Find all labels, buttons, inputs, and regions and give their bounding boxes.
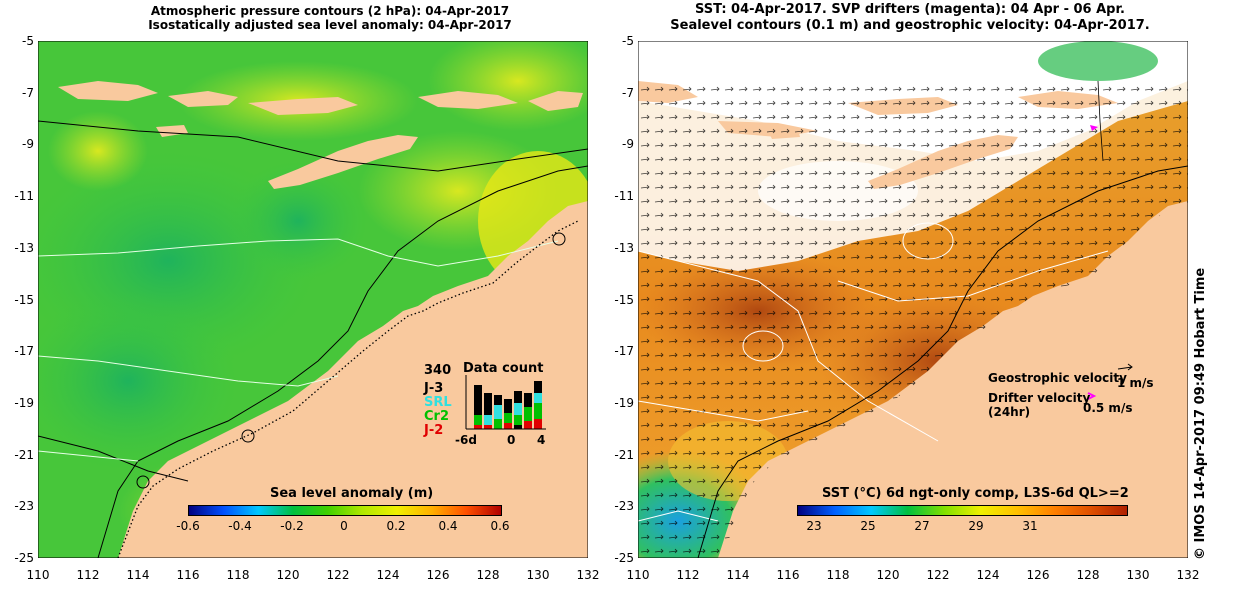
y-axis-tick: -11 (614, 189, 634, 204)
x-axis-tick: 122 (926, 568, 950, 582)
x-axis-tick: 124 (976, 568, 1000, 582)
x-axis-tick: 130 (526, 568, 550, 582)
sla-colorbar-tick: -0.4 (228, 519, 252, 533)
x-axis-tick: 118 (226, 568, 250, 582)
x-axis-tick: 132 (1176, 568, 1200, 582)
sla-colorbar-tick: 0.4 (438, 519, 458, 533)
y-axis-tick: -25 (14, 551, 34, 565)
legend-drifter-scale: 0.5 m/s (1083, 401, 1133, 415)
x-axis-tick: 128 (476, 568, 500, 582)
y-axis-tick: -19 (14, 395, 34, 410)
inset-xtick-zero: 0 (507, 433, 516, 447)
y-axis-tick: -15 (614, 292, 634, 307)
island-land (58, 81, 158, 101)
y-axis-tick: -21 (14, 447, 34, 462)
copyright-text: © IMOS 14-Apr-2017 09:49 Hobart Time (1193, 267, 1208, 560)
x-axis-tick: 112 (676, 568, 700, 582)
x-axis-tick: 110 (626, 568, 650, 582)
y-axis-tick: -23 (14, 499, 34, 514)
sla-colorbar-tick: 0.6 (490, 519, 510, 533)
sst-colorbar-label: SST (°C) 6d ngt-only comp, L3S-6d QL>=2 (822, 486, 1129, 501)
x-axis-tick: 126 (426, 568, 450, 582)
sst-colorbar (797, 505, 1128, 516)
y-axis-tick: -5 (622, 34, 634, 48)
x-axis-tick: 126 (1026, 568, 1050, 582)
legend-geostrophic: Geostrophic velocity (988, 371, 1127, 385)
island-land (248, 97, 358, 115)
sst-colorbar-tick: 25 (860, 519, 876, 533)
y-axis-tick: -9 (622, 137, 634, 152)
x-axis-tick: 114 (726, 568, 750, 582)
data-count-inset (465, 375, 546, 430)
sla-colorbar-tick: -0.6 (176, 519, 200, 533)
y-axis-tick: -19 (614, 395, 634, 410)
x-axis-tick: 124 (376, 568, 400, 582)
left-title-2: Isostatically adjusted sea level anomaly… (148, 18, 512, 32)
x-axis-tick: 112 (76, 568, 100, 582)
geostrophic-arrow-icon (1117, 363, 1133, 371)
left-title-1: Atmospheric pressure contours (2 hPa): 0… (150, 4, 510, 18)
y-axis-tick: -17 (614, 344, 634, 359)
y-axis-tick: -17 (14, 344, 34, 359)
x-axis-tick: 130 (1126, 568, 1150, 582)
sst-colorbar-tick: 27 (914, 519, 930, 533)
island-land (418, 91, 518, 109)
x-axis-tick: 120 (876, 568, 900, 582)
sla-map (38, 41, 588, 558)
island-land (528, 91, 583, 111)
x-axis-tick: 132 (576, 568, 600, 582)
right-title-1: SST: 04-Apr-2017. SVP drifters (magenta)… (695, 2, 1125, 17)
x-axis-tick: 116 (776, 568, 800, 582)
inset-mission-cr2: Cr2 (424, 409, 449, 424)
x-axis-tick: 114 (126, 568, 150, 582)
y-axis-tick: -25 (614, 551, 634, 565)
y-axis-tick: -21 (614, 447, 634, 462)
x-axis-tick: 128 (1076, 568, 1100, 582)
y-axis-tick: -15 (14, 292, 34, 307)
island-land (168, 91, 238, 107)
y-axis-tick: -13 (14, 240, 34, 255)
inset-title: Data count (463, 361, 544, 376)
sst-colorbar-tick: 29 (968, 519, 984, 533)
inset-mission-srl: SRL (424, 395, 452, 410)
y-axis-tick: -13 (614, 240, 634, 255)
australia-land-cover (723, 203, 1188, 558)
sla-colorbar-tick: -0.2 (280, 519, 304, 533)
inset-xtick-end: 4 (537, 433, 546, 447)
sst-colorbar-tick: 31 (1022, 519, 1038, 533)
y-axis-tick: -9 (22, 137, 34, 152)
inset-mission-j3: J-3 (424, 381, 444, 396)
legend-drifter-period: (24hr) (988, 405, 1031, 419)
inset-xtick-start: -6d (455, 433, 477, 447)
drifter-marker (1090, 125, 1098, 131)
sst-colorbar-tick: 23 (806, 519, 822, 533)
x-axis-tick: 116 (176, 568, 200, 582)
sst-map (638, 41, 1188, 558)
x-axis-tick: 122 (326, 568, 350, 582)
y-axis-tick: -23 (614, 499, 634, 514)
y-axis-tick: -7 (22, 85, 34, 100)
drifter-arrow-icon (1087, 392, 1097, 400)
sla-colorbar (188, 505, 502, 516)
sla-colorbar-tick: 0 (340, 519, 348, 533)
y-axis-tick: -11 (14, 189, 34, 204)
inset-mission-j2: J-2 (424, 423, 444, 438)
y-axis-tick: -7 (622, 85, 634, 100)
legend-geostrophic-scale: 1 m/s (1117, 376, 1154, 390)
y-axis-tick: -5 (22, 34, 34, 48)
inset-total: 340 (424, 363, 452, 378)
sla-colorbar-label: Sea level anomaly (m) (270, 486, 434, 501)
x-axis-tick: 110 (26, 568, 50, 582)
x-axis-tick: 118 (826, 568, 850, 582)
legend-drifter: Drifter velocity (988, 391, 1091, 405)
sla-colorbar-tick: 0.2 (386, 519, 406, 533)
right-title-2: Sealevel contours (0.1 m) and geostrophi… (670, 18, 1150, 33)
x-axis-tick: 120 (276, 568, 300, 582)
